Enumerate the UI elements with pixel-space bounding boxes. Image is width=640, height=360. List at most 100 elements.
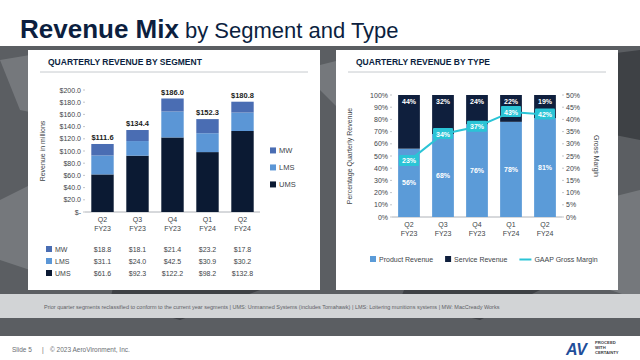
bar bbox=[126, 141, 148, 156]
bar bbox=[161, 137, 183, 212]
tick bbox=[83, 163, 85, 164]
label-box bbox=[399, 155, 419, 166]
value-table: MW$18.8$18.1$21.4$23.2$17.8LMS$31.1$24.0… bbox=[46, 246, 253, 277]
category-label: Q1FY24 bbox=[199, 216, 216, 232]
bar bbox=[466, 124, 488, 217]
table-cell: $30.9 bbox=[199, 258, 217, 265]
category-line: Q1 bbox=[203, 216, 212, 224]
tick-label: 70% bbox=[374, 128, 388, 135]
label-box bbox=[535, 109, 555, 120]
tick-label: $120.0 bbox=[60, 135, 82, 142]
bar bbox=[231, 102, 253, 113]
tick-label: $160.0 bbox=[60, 111, 82, 118]
tick-label: $100.0 bbox=[60, 148, 82, 155]
tick bbox=[562, 217, 564, 218]
category-label: Q2FY23 bbox=[401, 221, 418, 237]
tick bbox=[562, 119, 564, 120]
tick bbox=[562, 168, 564, 169]
data-labels: 56%68%76%78%81%44%32%24%22%19%23%34%37%4… bbox=[399, 98, 555, 186]
category-label: Q3FY23 bbox=[435, 221, 452, 237]
table-cell: $122.2 bbox=[162, 270, 184, 277]
data-label: 22% bbox=[504, 98, 519, 105]
tick-label: $- bbox=[75, 209, 82, 216]
logo: AV bbox=[565, 341, 588, 358]
legend-key bbox=[270, 164, 276, 170]
bar bbox=[398, 149, 420, 217]
tick-label: 30% bbox=[566, 140, 580, 147]
data-label: 56% bbox=[402, 179, 417, 186]
category-label: Q4FY23 bbox=[164, 216, 181, 232]
tick-label: $140.0 bbox=[60, 123, 82, 130]
axis-title: Revenue in millions bbox=[39, 120, 46, 181]
tick-label: $200.0 bbox=[60, 87, 82, 94]
tick bbox=[562, 204, 564, 205]
separator: | bbox=[42, 346, 44, 354]
tick bbox=[562, 95, 564, 96]
data-label: 76% bbox=[470, 167, 485, 174]
tick-label: 80% bbox=[374, 116, 388, 123]
tick-label: $60.0 bbox=[63, 172, 81, 179]
bar bbox=[161, 98, 183, 111]
legend-label: UMS bbox=[279, 180, 296, 189]
bar bbox=[196, 152, 218, 212]
data-label: 78% bbox=[504, 166, 519, 173]
tick bbox=[83, 102, 85, 103]
tick-label: $80.0 bbox=[63, 160, 81, 167]
category-line: FY24 bbox=[199, 225, 216, 232]
category-line: FY23 bbox=[164, 225, 181, 232]
legend-key bbox=[370, 256, 376, 262]
category-line: FY24 bbox=[234, 225, 251, 232]
legend-key bbox=[445, 256, 451, 262]
legend-label: GAAP Gross Margin bbox=[534, 256, 597, 264]
tick-label: 0% bbox=[566, 214, 576, 221]
table-cell: $30.2 bbox=[234, 258, 252, 265]
tick bbox=[390, 180, 392, 181]
category-line: FY23 bbox=[129, 225, 146, 232]
camo-base bbox=[0, 46, 640, 336]
table-cell: $98.2 bbox=[199, 270, 217, 277]
chart-title: QUARTERLY REVENUE BY SEGMENT bbox=[48, 57, 203, 67]
tick bbox=[390, 131, 392, 132]
data-label: 44% bbox=[402, 98, 417, 105]
tick-label: 15% bbox=[566, 177, 580, 184]
table-cell: $18.1 bbox=[129, 246, 147, 253]
footnote: Prior quarter segments reclassified to c… bbox=[44, 304, 500, 310]
tick-label: 35% bbox=[566, 128, 580, 135]
data-label: 19% bbox=[538, 98, 553, 105]
bar bbox=[398, 95, 420, 149]
tick-label: 60% bbox=[374, 140, 388, 147]
legend-label: MW bbox=[279, 146, 293, 155]
chart-title: QUARTERLY REVENUE BY TYPE bbox=[356, 57, 490, 67]
table-cell: $23.2 bbox=[199, 246, 217, 253]
slide-number: Slide 5 bbox=[12, 346, 32, 353]
footer-band bbox=[0, 336, 640, 360]
table-cell: $17.8 bbox=[234, 246, 252, 253]
tick bbox=[83, 187, 85, 188]
bar bbox=[432, 134, 454, 217]
table-row-label: UMS bbox=[55, 270, 71, 277]
table-key bbox=[46, 258, 52, 264]
tick-label: $40.0 bbox=[63, 184, 81, 191]
category-line: FY23 bbox=[401, 230, 418, 237]
bar bbox=[91, 144, 113, 155]
tick-label: 40% bbox=[374, 165, 388, 172]
tick-label: 50% bbox=[374, 153, 388, 160]
tick-label: $180.0 bbox=[60, 99, 82, 106]
label-box bbox=[433, 128, 453, 139]
tick-label: 45% bbox=[566, 104, 580, 111]
slide: Revenue Mixby Segment and TypePrior quar… bbox=[0, 0, 640, 360]
table-cell: $24.0 bbox=[129, 258, 147, 265]
category-label: Q1FY24 bbox=[503, 221, 520, 237]
tick bbox=[390, 143, 392, 144]
bar bbox=[466, 95, 488, 124]
tick-label: 90% bbox=[374, 104, 388, 111]
table-key bbox=[46, 270, 52, 276]
data-label: 81% bbox=[538, 164, 553, 171]
tick bbox=[562, 156, 564, 157]
tick-label: 100% bbox=[370, 92, 388, 99]
total-label: $186.0 bbox=[161, 88, 184, 97]
chart: QUARTERLY REVENUE BY TYPE0%10%20%30%40%5… bbox=[336, 50, 618, 290]
panel bbox=[28, 50, 320, 290]
bar bbox=[161, 112, 183, 138]
legend: MWLMSUMS bbox=[270, 146, 296, 189]
